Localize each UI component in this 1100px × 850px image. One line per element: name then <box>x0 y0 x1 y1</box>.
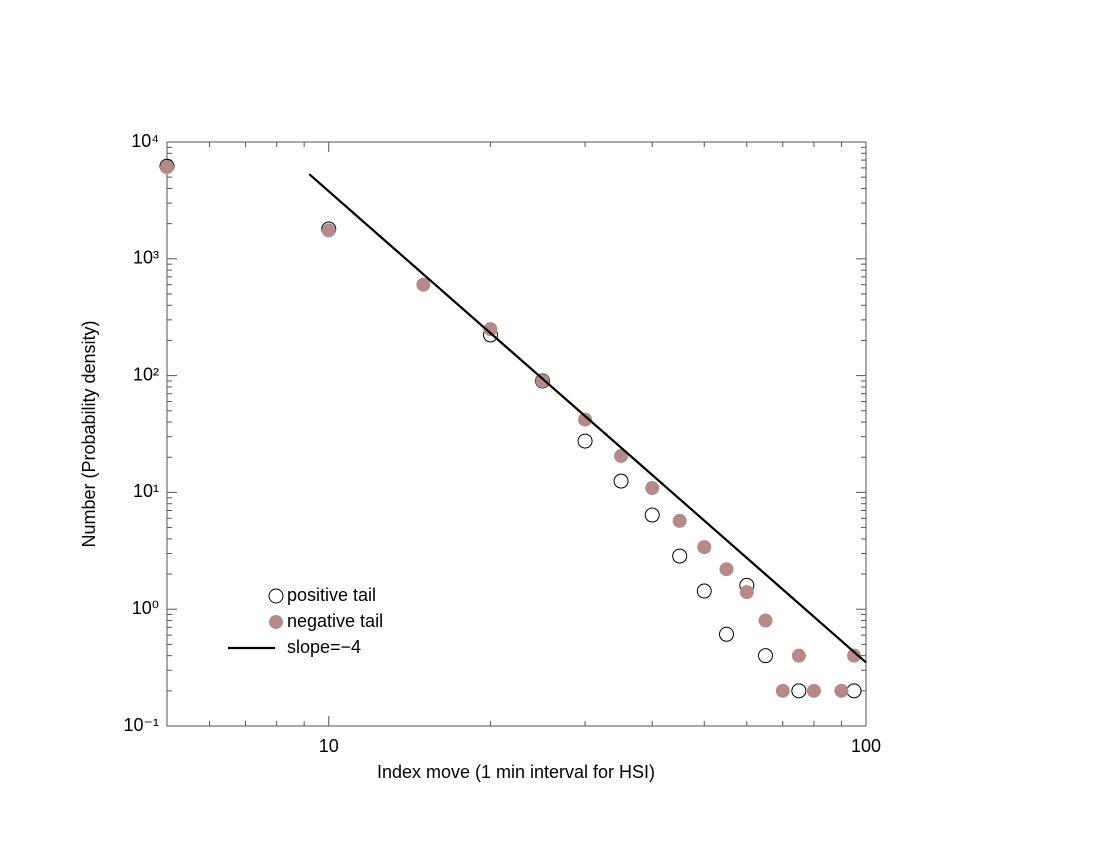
point <box>697 540 712 555</box>
point <box>758 613 773 628</box>
x-tick-label: 100 <box>851 736 881 756</box>
point <box>644 507 660 523</box>
point <box>483 322 498 337</box>
point <box>578 412 593 427</box>
y-tick-label: 10¹ <box>133 481 159 501</box>
legend-swatch <box>268 588 284 604</box>
y-tick-label: 10⁻¹ <box>123 715 159 735</box>
point <box>614 448 629 463</box>
point <box>672 513 687 528</box>
point <box>806 683 821 698</box>
point <box>577 433 593 449</box>
point <box>416 277 431 292</box>
point <box>791 683 807 699</box>
y-tick-label: 10³ <box>133 248 159 268</box>
point <box>791 648 806 663</box>
legend-label: negative tail <box>287 611 383 631</box>
point <box>775 683 790 698</box>
point <box>846 683 862 699</box>
point <box>847 648 862 663</box>
y-axis-label: Number (Probability density) <box>79 320 99 547</box>
point <box>719 562 734 577</box>
legend-label: positive tail <box>287 585 376 605</box>
legend-swatch <box>269 615 283 629</box>
point <box>160 160 174 175</box>
y-tick-label: 10² <box>133 364 159 384</box>
y-tick-label: 10⁰ <box>132 598 159 618</box>
point <box>719 626 735 642</box>
x-axis-label: Index move (1 min interval for HSI) <box>377 762 655 782</box>
point <box>672 548 688 564</box>
y-tick-label: 10⁴ <box>131 131 159 151</box>
x-tick-label: 10 <box>319 736 339 756</box>
point <box>613 473 629 489</box>
point <box>739 585 754 600</box>
legend-label: slope=−4 <box>287 637 361 657</box>
point <box>696 583 712 599</box>
plot-frame <box>166 141 867 727</box>
point <box>834 683 849 698</box>
point <box>645 481 660 496</box>
point <box>757 648 773 664</box>
fit-line <box>308 173 867 664</box>
point <box>321 223 336 238</box>
point <box>535 373 550 388</box>
